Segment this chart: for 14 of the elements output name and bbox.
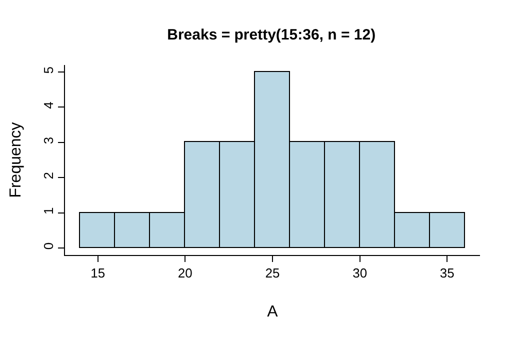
x-axis-title: A	[267, 303, 278, 320]
x-tick-label: 35	[440, 266, 454, 281]
x-tick-label: 15	[90, 266, 106, 281]
y-tick-label: 0	[40, 242, 56, 250]
x-tick-label: 25	[265, 266, 280, 281]
y-tick-label: 2	[40, 172, 56, 180]
y-tick-label: 3	[40, 136, 56, 144]
y-tick-label: 5	[40, 66, 56, 74]
y-tick-label: 1	[40, 207, 56, 214]
x-tick-label: 30	[352, 266, 368, 281]
chart-title: Breaks = pretty(15:36, n = 12)	[167, 26, 376, 44]
y-axis-title: Frequency	[8, 122, 25, 198]
y-tick-label: 4	[40, 102, 56, 109]
x-tick-label: 20	[178, 266, 192, 281]
